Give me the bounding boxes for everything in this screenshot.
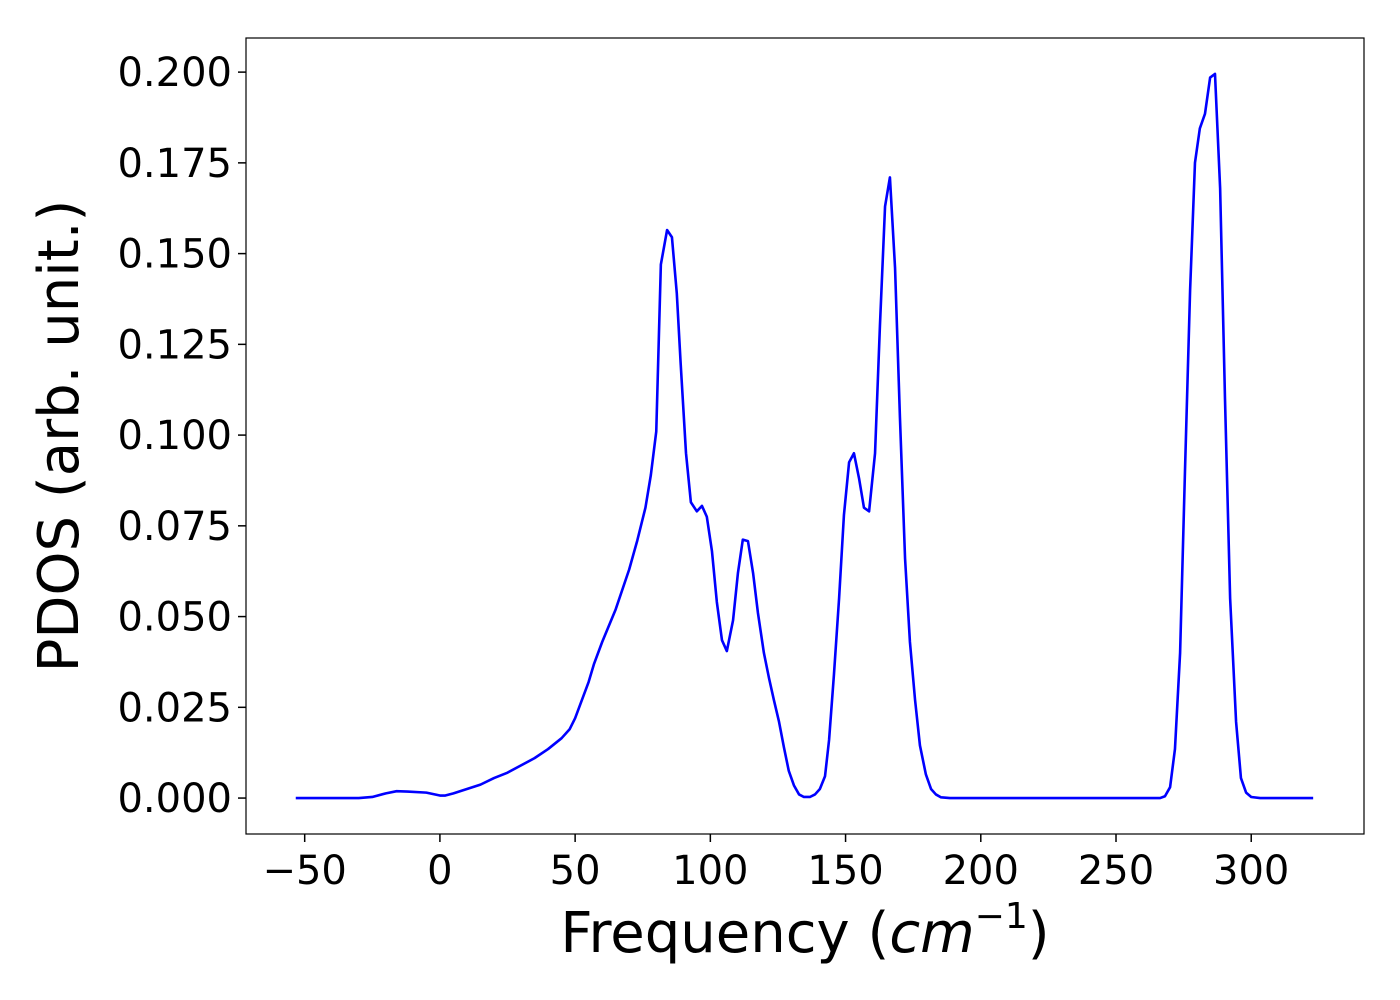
y-tick-label: 0.050	[117, 595, 232, 641]
x-axis-label: Frequency (cm−1)	[560, 896, 1049, 966]
x-tick-label: 200	[943, 848, 1019, 894]
x-tick-label: 0	[427, 848, 452, 894]
x-tick-label: −50	[262, 848, 346, 894]
plot-frame	[245, 37, 1365, 835]
y-tick-label: 0.175	[117, 141, 232, 187]
y-axis-label: PDOS (arb. unit.)	[27, 200, 92, 673]
y-tick-label: 0.125	[117, 322, 232, 368]
y-tick-label: 0.025	[117, 685, 232, 731]
x-tick-label: 300	[1213, 848, 1289, 894]
y-tick-label: 0.200	[117, 50, 232, 96]
y-tick-label: 0.100	[117, 413, 232, 459]
x-tick-label: 150	[807, 848, 883, 894]
x-tick-label: 50	[550, 848, 601, 894]
x-tick-label: 100	[672, 848, 748, 894]
x-tick-label: 250	[1078, 848, 1154, 894]
y-tick-label: 0.000	[117, 776, 232, 822]
y-tick-label: 0.075	[117, 504, 232, 550]
line-series	[295, 72, 1314, 800]
y-tick-label: 0.150	[117, 232, 232, 278]
